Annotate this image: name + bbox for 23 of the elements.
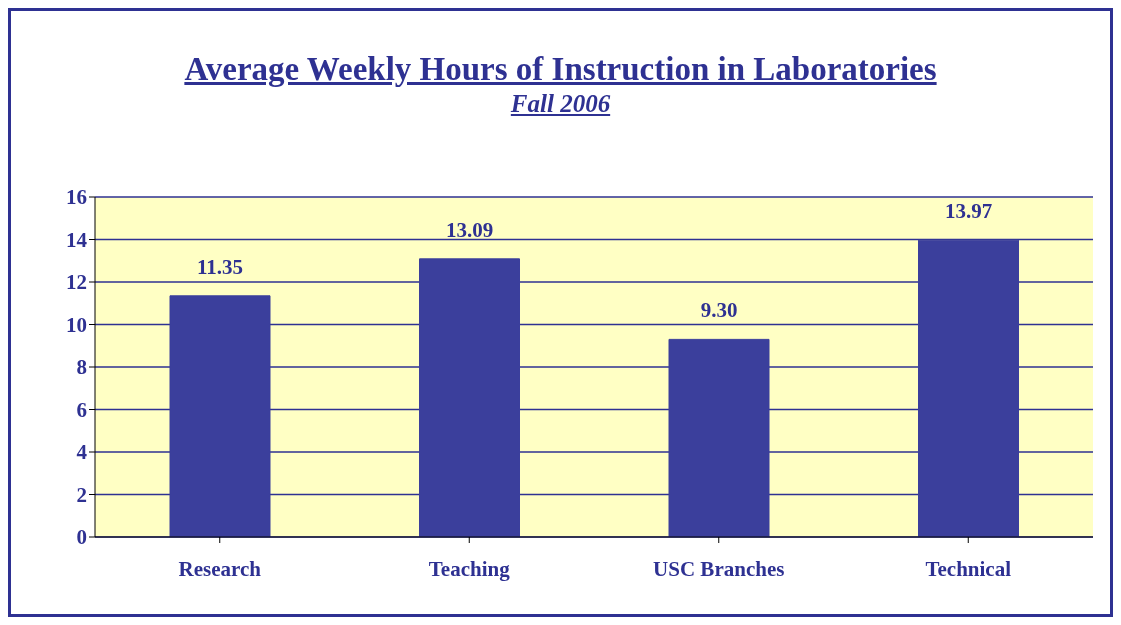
bar (419, 258, 520, 537)
y-tick-label: 10 (66, 312, 87, 337)
y-tick-label: 4 (76, 440, 88, 465)
data-label: 13.97 (944, 199, 993, 224)
y-tick-label: 14 (66, 227, 88, 252)
data-label: 11.35 (196, 254, 244, 279)
x-tick-label: Technical (925, 556, 1012, 581)
x-tick-label: Research (178, 556, 262, 581)
data-label: 9.30 (700, 298, 738, 323)
y-tick-label: 6 (76, 397, 87, 422)
y-tick-label: 12 (66, 270, 87, 295)
bar (918, 239, 1019, 537)
x-tick-label: Teaching (428, 556, 511, 581)
x-tick-label: USC Branches (653, 556, 785, 581)
y-tick-label: 2 (76, 482, 87, 507)
y-tick-label: 8 (76, 355, 87, 380)
chart-title: Average Weekly Hours of Instruction in Laboratories (183, 51, 938, 88)
data-label: 13.09 (445, 217, 494, 242)
chart-subtitle: Fall 2006 (509, 90, 612, 118)
bar (668, 338, 770, 537)
y-tick-label: 0 (76, 525, 87, 550)
bar (169, 295, 271, 537)
y-tick-label: 16 (66, 185, 87, 210)
